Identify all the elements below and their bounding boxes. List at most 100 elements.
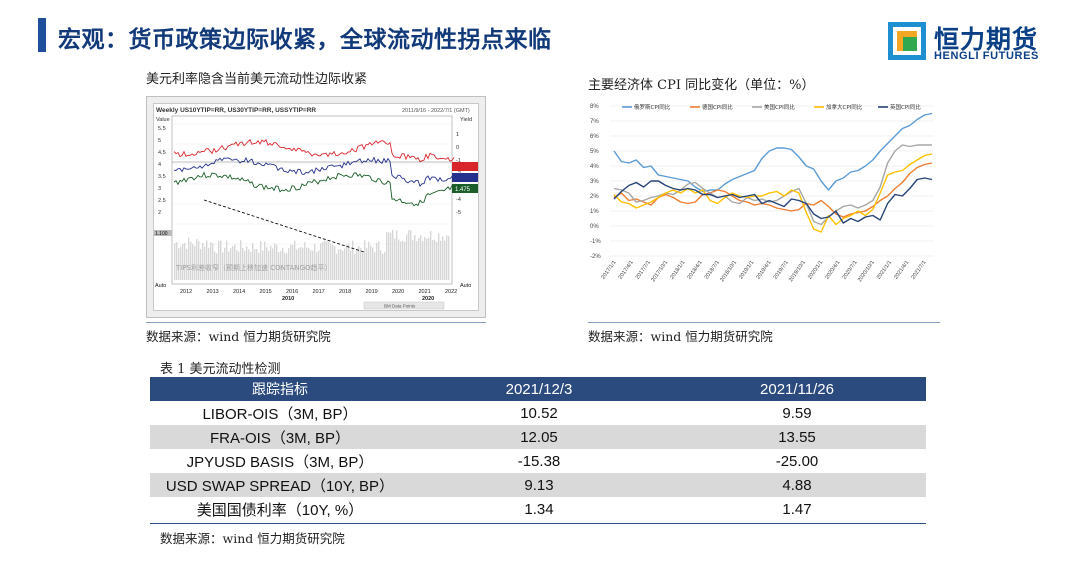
cpi-x-tick-label: 2020/1/1 [807, 260, 824, 281]
volume-bar [434, 239, 436, 280]
left-tick-label: 2.5 [158, 198, 166, 204]
volume-bar [194, 246, 196, 280]
volume-bar [234, 244, 236, 280]
table-bottom-rule [150, 523, 926, 524]
cpi-x-tick-label: 2019/7/1 [773, 260, 790, 281]
volume-bar [264, 241, 266, 280]
right-tick-label: -4 [456, 197, 461, 203]
trend-dashed-line [203, 199, 365, 253]
cpi-x-tick-label: 2017/4/1 [618, 260, 635, 281]
cpi-y-tick-label: -1% [590, 239, 601, 245]
cpi-x-tick-label: 2018/4/1 [687, 260, 704, 281]
table-cell-value: 4.88 [668, 473, 926, 497]
terminal-annotation: TIPS利差收窄（预期上移加速 CONTANGO趋平） [175, 263, 332, 272]
volume-bar [336, 253, 338, 280]
volume-bar [310, 250, 312, 280]
volume-bar [190, 241, 192, 280]
volume-bar [326, 241, 328, 280]
volume-bar [236, 250, 238, 280]
logo-mark-icon [888, 22, 926, 60]
sub-year-2010: 2010 [282, 296, 294, 302]
cpi-y-tick-label: 8% [590, 104, 599, 110]
x-axis-year: 2013 [207, 289, 219, 295]
table-cell-value: 12.05 [410, 425, 668, 449]
badge-red [452, 162, 478, 171]
right-tick-label: 0 [456, 145, 459, 151]
cpi-legend-label: 美国CPI同比 [764, 103, 795, 111]
volume-bar [412, 239, 414, 280]
volume-bar [248, 249, 250, 280]
cpi-series-line [613, 112, 933, 193]
cpi-x-tick-label: 2017/7/1 [635, 260, 652, 281]
volume-bar [376, 242, 378, 280]
volume-bar [372, 247, 374, 280]
volume-bar [278, 252, 280, 280]
x-axis-year: 2020 [392, 289, 404, 295]
cpi-chart-source: 数据来源：wind 恒力期货研究院 [588, 329, 773, 344]
volume-bar [392, 229, 394, 280]
table-cell-value: 9.13 [410, 473, 668, 497]
volume-bar [294, 240, 296, 280]
volume-bar [300, 247, 302, 280]
volume-bar [268, 250, 270, 280]
volume-bar [242, 247, 244, 280]
cpi-series [613, 112, 933, 233]
table-row: USD SWAP SPREAD（10Y, BP） 9.13 4.88 [150, 473, 926, 497]
volume-bar [218, 240, 220, 280]
logo-text-cn: 恒力期货 [934, 25, 1039, 54]
table-row: LIBOR-OIS（3M, BP） 10.52 9.59 [150, 401, 926, 425]
table-cell-value: 13.55 [668, 425, 926, 449]
volume-bar [270, 245, 272, 280]
tips-series-line [173, 139, 455, 163]
left-chart-source: 数据来源：wind 恒力期货研究院 [146, 329, 331, 344]
volume-bar [414, 235, 416, 280]
table-cell-indicator: USD SWAP SPREAD（10Y, BP） [150, 473, 410, 497]
volume-bar [338, 249, 340, 280]
volume-bar [262, 250, 264, 280]
cpi-series-line [613, 177, 933, 224]
volume-bar [318, 250, 320, 280]
cpi-x-tick-label: 2019/10/1 [788, 260, 807, 283]
volume-bars [174, 229, 450, 280]
volume-bar [370, 245, 372, 280]
volume-bar [180, 246, 182, 280]
volume-bar [422, 241, 424, 280]
x-axis-year: 2015 [260, 289, 272, 295]
volume-bar [384, 251, 386, 280]
table-cell-indicator: LIBOR-OIS（3M, BP） [202, 405, 358, 423]
table-source: 数据来源：wind 恒力期货研究院 [160, 531, 345, 546]
volume-bar [274, 243, 276, 280]
volume-bar [342, 250, 344, 280]
cpi-x-tick-label: 2020/4/1 [824, 260, 841, 281]
cpi-series-line [613, 153, 933, 233]
volume-bar [400, 241, 402, 280]
volume-bar [448, 236, 450, 280]
volume-bar [362, 252, 364, 280]
volume-bar [408, 230, 410, 280]
volume-bar [352, 240, 354, 280]
volume-bar [288, 248, 290, 280]
x-axis-year: 2018 [339, 289, 351, 295]
volume-bar [430, 230, 432, 280]
cpi-chart-svg: 8% 7% 6% 5% 4% 3% 2% 1% 0% -1% -2% 2017/1/1 2017/4/… [590, 103, 934, 283]
volume-bar [344, 248, 346, 280]
volume-bar [306, 247, 308, 280]
table-cell-value: -25.00 [775, 452, 819, 470]
x-axis-year: 2017 [313, 289, 325, 295]
volume-bar [178, 248, 180, 280]
tips-yield-plot: Weekly US10YTIP=RR, US30YTIP=RR, USSYTIP… [153, 103, 479, 311]
volume-bar [176, 242, 178, 280]
cpi-x-tick-label: 2021/7/1 [910, 260, 927, 281]
right-tick-label: -5 [456, 210, 461, 216]
left-axis-ticks: 5.5 5 4.5 4 3.5 3 2.5 2 [158, 126, 166, 216]
volume-bar [354, 253, 356, 280]
cpi-x-tick-label: 2021/1/1 [876, 260, 893, 281]
volume-bar [200, 248, 202, 280]
right-divider [588, 322, 940, 323]
volume-bar [396, 230, 398, 280]
cpi-x-tick-label: 2019/1/1 [738, 260, 755, 281]
right-tick-label: -1 [456, 158, 461, 164]
cpi-y-tick-label: 4% [590, 164, 599, 170]
terminal-footer-tag: BM Data Points [384, 304, 416, 309]
volume-bar [304, 242, 306, 280]
